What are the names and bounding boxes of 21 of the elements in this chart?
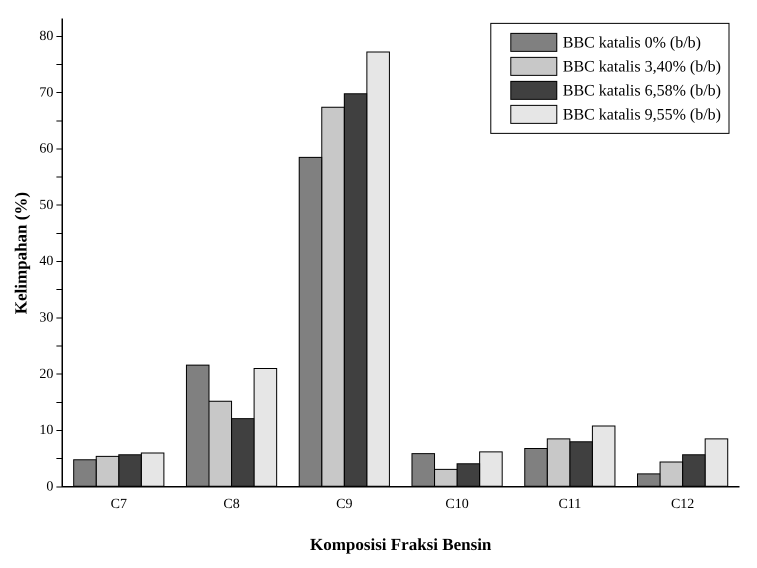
y-tick-label: 50 <box>39 198 54 213</box>
legend-label: BBC katalis 3,40% (b/b) <box>562 58 722 76</box>
y-tick-label: 70 <box>39 85 54 100</box>
y-tick-label: 30 <box>39 310 54 326</box>
y-tick-label: 40 <box>39 254 54 270</box>
y-axis-title: Kelimpahan (%) <box>12 192 31 314</box>
legend-label: BBC katalis 0% (b/b) <box>562 34 702 52</box>
legend-label: BBC katalis 6,58% (b/b) <box>562 82 722 100</box>
x-tick-label: C7 <box>110 496 127 512</box>
legend-label: BBC katalis 9,55% (b/b) <box>562 106 722 124</box>
x-tick-label: C11 <box>558 496 582 512</box>
x-tick-label: C12 <box>670 496 694 512</box>
x-tick-label: C9 <box>336 496 352 512</box>
x-tick-label: C8 <box>223 496 240 512</box>
y-tick-label: 80 <box>39 28 54 44</box>
y-tick-label: 0 <box>46 479 54 494</box>
y-tick-label: 60 <box>39 142 54 157</box>
x-axis-title: Komposisi Fraksi Bensin <box>310 535 492 554</box>
x-tick-label: C10 <box>445 496 469 512</box>
y-tick-label: 10 <box>39 423 54 438</box>
y-tick-label: 20 <box>39 366 54 382</box>
